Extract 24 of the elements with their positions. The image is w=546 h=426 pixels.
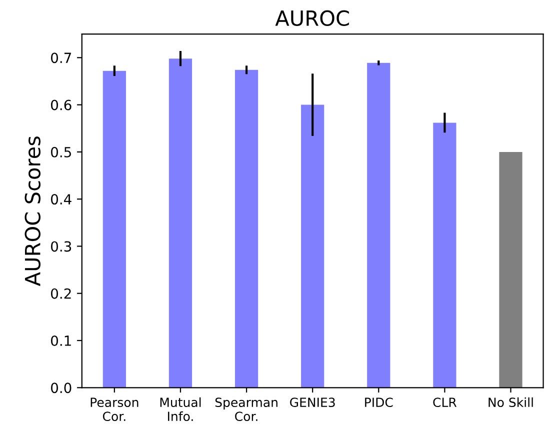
chart-title: AUROC: [275, 10, 349, 26]
bar: [301, 104, 324, 388]
y-tick-label: 0.5: [51, 146, 71, 158]
x-tick-label: PIDC: [365, 398, 393, 408]
bar: [234, 70, 258, 388]
y-tick-label: 0.3: [51, 241, 72, 252]
y-tick-label: 0.2: [51, 288, 71, 299]
x-tick-label: GENIE3: [290, 398, 335, 408]
y-tick-label: 0.4: [51, 194, 72, 205]
x-tick-label: Pearson Cor.: [90, 398, 138, 422]
y-tick-label: 0.1: [51, 335, 71, 346]
y-tick-label: 0.7: [51, 52, 71, 64]
bar: [499, 152, 522, 388]
x-tick-label: No Skill: [488, 397, 533, 408]
bar: [433, 122, 456, 388]
x-tick-label: Mutual Info.: [160, 397, 201, 422]
bar: [367, 62, 390, 388]
bar: [102, 70, 126, 388]
x-tick-label: Spearman Cor.: [215, 398, 278, 422]
bar: [168, 58, 192, 388]
x-tick-label: CLR: [433, 398, 457, 408]
y-tick-label: 0.6: [51, 100, 72, 110]
y-axis-title: AUROC Scores: [24, 136, 40, 286]
y-tick-label: 0.0: [51, 382, 72, 394]
